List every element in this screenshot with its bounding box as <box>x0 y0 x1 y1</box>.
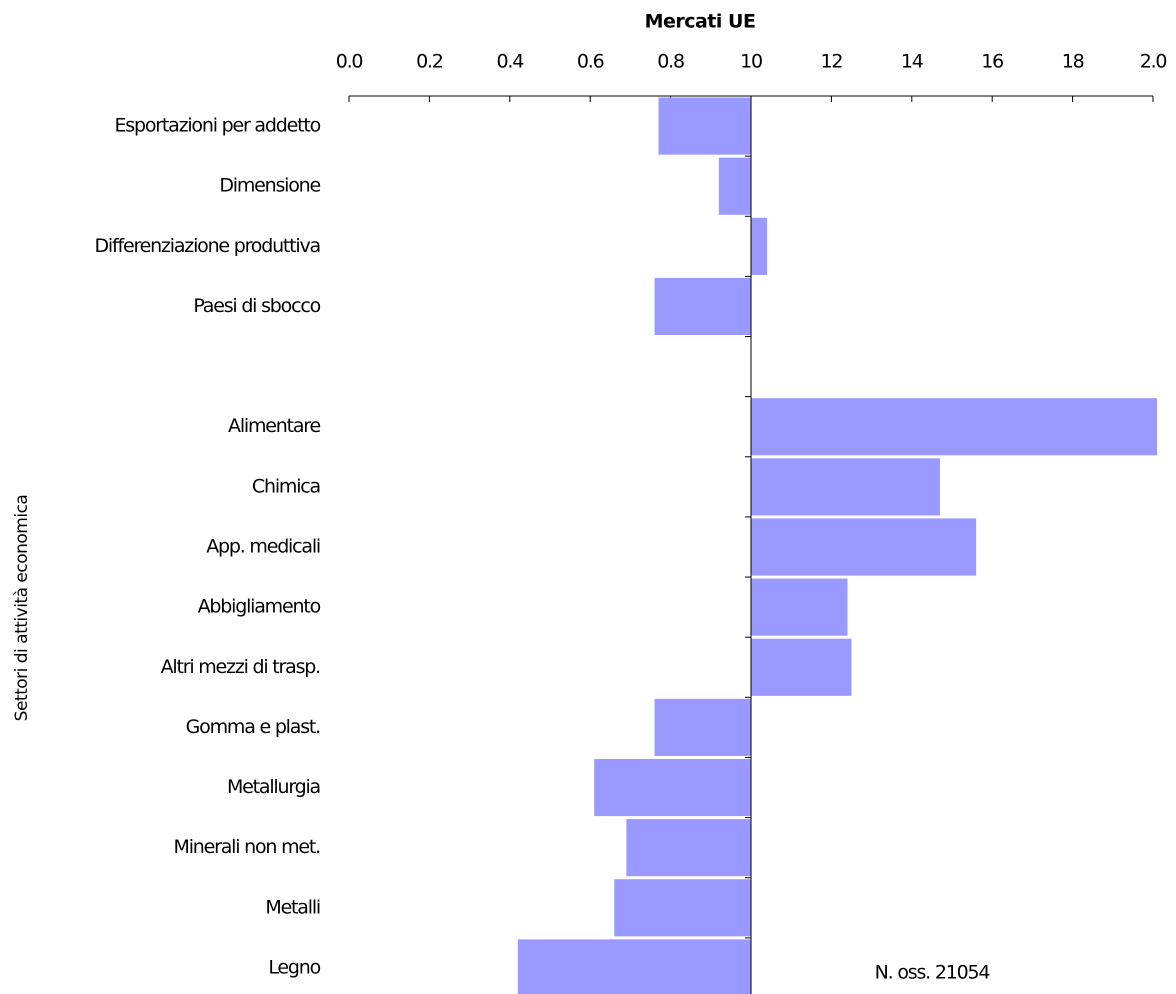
y-tick-label: Legno <box>268 956 320 978</box>
bar <box>751 578 848 636</box>
y-tick-label: Metallurgia <box>227 776 320 798</box>
chart-title: Mercati UE <box>645 11 756 33</box>
bar <box>751 518 977 576</box>
x-tick-label: 18 <box>1062 51 1084 73</box>
y-tick-label: Metalli <box>265 896 320 918</box>
x-tick-label: 2.0 <box>1140 51 1167 73</box>
bar <box>614 879 751 937</box>
x-tick-label: 0.8 <box>657 51 684 73</box>
y-tick-label: Differenziazione produttiva <box>95 235 321 257</box>
y-tick-label: Chimica <box>252 475 320 497</box>
y-tick-label: Altri mezzi di trasp. <box>161 656 320 678</box>
bar <box>751 398 1158 456</box>
bar <box>751 638 852 696</box>
x-tick-label: 16 <box>981 51 1003 73</box>
x-tick-label: 0.2 <box>416 51 443 73</box>
bar <box>718 157 751 215</box>
y-tick-label: Paesi di sbocco <box>193 295 320 317</box>
bar <box>517 939 751 994</box>
x-tick-label: 14 <box>901 51 924 73</box>
bar <box>654 698 751 756</box>
bar <box>658 97 751 155</box>
y-tick-label: Abbigliamento <box>198 596 321 618</box>
annotation: N. oss. 21054 <box>875 962 991 984</box>
x-tick-label: 0.0 <box>336 51 363 73</box>
y-axis-label: Settori di attività economica <box>12 495 32 722</box>
y-tick-label: Esportazioni per addetto <box>114 115 320 137</box>
x-tick-label: 12 <box>821 51 843 73</box>
x-tick-label: 0.4 <box>496 51 524 73</box>
bar <box>594 758 751 817</box>
y-tick-label: Alimentare <box>228 415 320 437</box>
y-tick-label: Minerali non met. <box>174 836 321 858</box>
y-tick-label: App. medicali <box>206 536 320 558</box>
x-tick-label: 10 <box>740 51 762 73</box>
y-tick-label: Dimensione <box>219 175 320 197</box>
bar <box>751 458 940 516</box>
bar <box>751 217 768 275</box>
y-tick-label: Gomma e plast. <box>186 716 320 738</box>
bar <box>626 819 751 877</box>
x-tick-label: 0.6 <box>577 51 604 73</box>
bar <box>654 277 751 336</box>
